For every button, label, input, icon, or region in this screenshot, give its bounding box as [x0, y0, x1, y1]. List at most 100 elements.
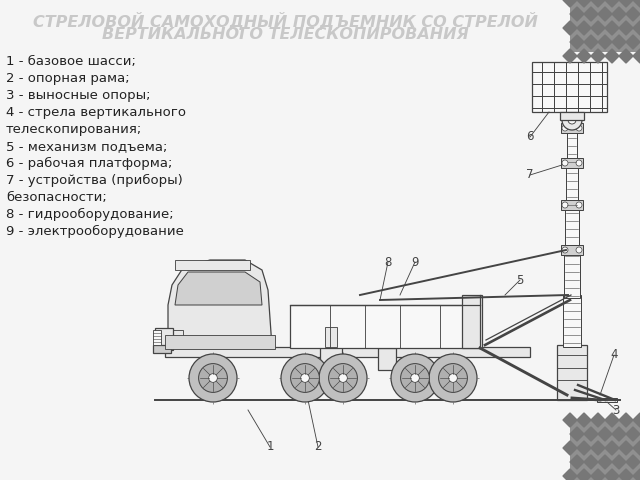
- Bar: [165, 335, 275, 349]
- Polygon shape: [619, 49, 633, 63]
- Circle shape: [339, 373, 348, 382]
- Polygon shape: [633, 413, 640, 427]
- Circle shape: [562, 110, 582, 130]
- Polygon shape: [619, 413, 633, 427]
- Text: 9 - электрооборудование: 9 - электрооборудование: [6, 225, 184, 238]
- Polygon shape: [626, 35, 640, 49]
- Polygon shape: [605, 0, 619, 7]
- Bar: [290, 305, 480, 348]
- Circle shape: [328, 364, 357, 393]
- Polygon shape: [633, 21, 640, 35]
- Bar: [561, 200, 583, 210]
- Polygon shape: [605, 49, 619, 63]
- Polygon shape: [633, 441, 640, 455]
- Polygon shape: [570, 35, 584, 49]
- Polygon shape: [570, 455, 584, 469]
- Circle shape: [281, 354, 329, 402]
- Text: 6: 6: [526, 131, 534, 144]
- Bar: [560, 112, 584, 120]
- Bar: [155, 328, 173, 350]
- Text: 4 - стрела вертикального: 4 - стрела вертикального: [6, 106, 186, 119]
- Polygon shape: [633, 0, 640, 7]
- Polygon shape: [563, 469, 577, 480]
- Polygon shape: [577, 413, 591, 427]
- Circle shape: [198, 364, 227, 393]
- Polygon shape: [612, 7, 626, 21]
- Text: 2: 2: [314, 441, 322, 454]
- Polygon shape: [570, 427, 584, 441]
- Polygon shape: [598, 427, 612, 441]
- Text: 1 - базовое шасси;: 1 - базовое шасси;: [6, 55, 136, 68]
- Polygon shape: [591, 0, 605, 7]
- Polygon shape: [563, 0, 577, 7]
- Circle shape: [568, 116, 576, 124]
- Polygon shape: [577, 49, 591, 63]
- Polygon shape: [168, 260, 272, 347]
- Circle shape: [449, 373, 458, 382]
- Text: ВЕРТИКАЛЬНОГО ТЕЛЕСКОПИРОВАНИЯ: ВЕРТИКАЛЬНОГО ТЕЛЕСКОПИРОВАНИЯ: [102, 27, 468, 42]
- Circle shape: [291, 364, 319, 393]
- Text: телескопирования;: телескопирования;: [6, 123, 142, 136]
- Bar: [567, 130, 577, 168]
- Polygon shape: [584, 7, 598, 21]
- Text: 3: 3: [612, 404, 620, 417]
- Circle shape: [401, 364, 429, 393]
- Bar: [153, 345, 171, 353]
- Text: 5: 5: [516, 274, 524, 287]
- Text: 5 - механизм подъема;: 5 - механизм подъема;: [6, 140, 168, 153]
- Circle shape: [209, 373, 218, 382]
- Polygon shape: [619, 21, 633, 35]
- Polygon shape: [626, 7, 640, 21]
- Circle shape: [562, 125, 568, 131]
- Polygon shape: [563, 49, 577, 63]
- Bar: [561, 158, 583, 168]
- Text: 9: 9: [412, 255, 419, 268]
- Polygon shape: [612, 455, 626, 469]
- Circle shape: [429, 354, 477, 402]
- Bar: [153, 330, 161, 345]
- Polygon shape: [605, 21, 619, 35]
- Circle shape: [576, 125, 582, 131]
- Bar: [563, 295, 581, 347]
- Circle shape: [301, 373, 309, 382]
- Polygon shape: [626, 455, 640, 469]
- Polygon shape: [577, 21, 591, 35]
- Text: СТРЕЛОВОЙ САМОХОДНЫЙ ПОДЪЕМНИК СО СТРЕЛОЙ: СТРЕЛОВОЙ САМОХОДНЫЙ ПОДЪЕМНИК СО СТРЕЛО…: [33, 12, 538, 30]
- Polygon shape: [577, 0, 591, 7]
- Polygon shape: [577, 441, 591, 455]
- Polygon shape: [563, 21, 577, 35]
- Circle shape: [562, 247, 568, 253]
- Polygon shape: [584, 35, 598, 49]
- Text: 7: 7: [526, 168, 534, 181]
- Circle shape: [576, 160, 582, 166]
- Polygon shape: [626, 427, 640, 441]
- Bar: [165, 347, 530, 357]
- Polygon shape: [591, 21, 605, 35]
- Text: безопасности;: безопасности;: [6, 191, 107, 204]
- Text: 2 - опорная рама;: 2 - опорная рама;: [6, 72, 130, 85]
- Polygon shape: [591, 469, 605, 480]
- Polygon shape: [619, 469, 633, 480]
- Circle shape: [576, 202, 582, 208]
- Bar: [565, 205, 579, 251]
- Bar: [462, 295, 482, 348]
- Polygon shape: [598, 35, 612, 49]
- Polygon shape: [612, 35, 626, 49]
- Circle shape: [319, 354, 367, 402]
- Polygon shape: [591, 49, 605, 63]
- Polygon shape: [563, 413, 577, 427]
- Text: 4: 4: [611, 348, 618, 361]
- Circle shape: [562, 202, 568, 208]
- Bar: [564, 248, 580, 298]
- Circle shape: [391, 354, 439, 402]
- Text: 3 - выносные опоры;: 3 - выносные опоры;: [6, 89, 150, 102]
- Polygon shape: [591, 441, 605, 455]
- Circle shape: [438, 364, 467, 393]
- Polygon shape: [591, 413, 605, 427]
- Bar: [566, 165, 578, 208]
- Bar: [175, 260, 250, 270]
- Polygon shape: [584, 455, 598, 469]
- Circle shape: [562, 160, 568, 166]
- Circle shape: [576, 247, 582, 253]
- Polygon shape: [619, 0, 633, 7]
